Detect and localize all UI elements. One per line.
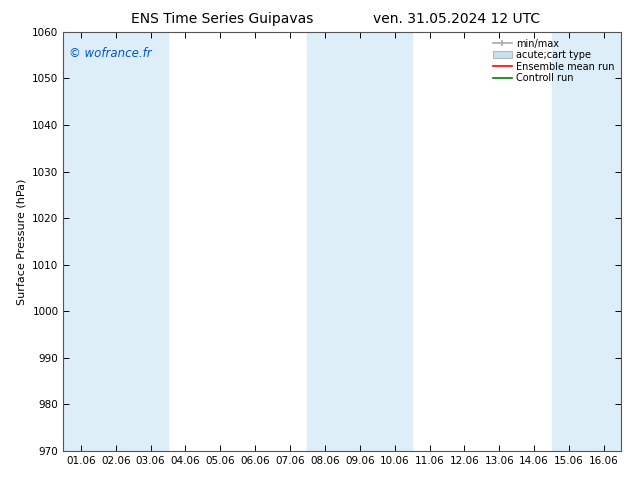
Bar [552, 32, 621, 451]
Bar [63, 32, 168, 451]
Y-axis label: Surface Pressure (hPa): Surface Pressure (hPa) [16, 178, 27, 304]
Text: ENS Time Series Guipavas: ENS Time Series Guipavas [131, 12, 313, 26]
Text: ven. 31.05.2024 12 UTC: ven. 31.05.2024 12 UTC [373, 12, 540, 26]
Bar [307, 32, 412, 451]
Text: © wofrance.fr: © wofrance.fr [69, 47, 152, 59]
Legend: min/max, acute;cart type, Ensemble mean run, Controll run: min/max, acute;cart type, Ensemble mean … [491, 37, 616, 85]
